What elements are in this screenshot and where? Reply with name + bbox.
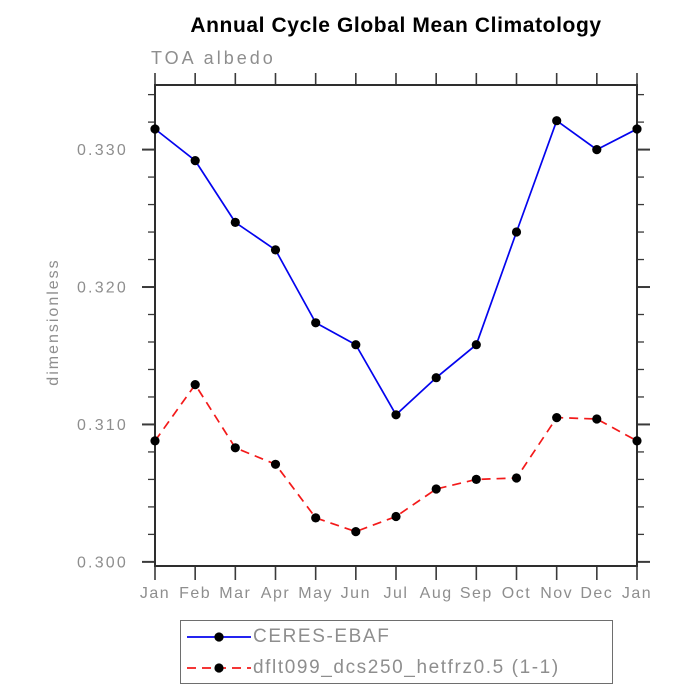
legend-row: dflt099_dcs250_hetfrz0.5 (1-1) xyxy=(187,652,612,683)
x-tick-label: Aug xyxy=(420,585,453,602)
data-point-marker xyxy=(190,156,200,166)
x-tick-label: Mar xyxy=(219,585,251,602)
data-point-marker xyxy=(552,116,562,126)
y-tick-label: 0.310 xyxy=(77,417,128,434)
x-tick-label: Apr xyxy=(261,585,290,602)
chart-title: Annual Cycle Global Mean Climatology xyxy=(190,14,602,37)
data-point-marker xyxy=(270,245,281,255)
data-point-marker xyxy=(431,484,441,494)
data-point-marker xyxy=(150,124,160,134)
x-tick-label: Jul xyxy=(384,585,409,602)
data-point-marker xyxy=(270,459,281,469)
data-point-marker xyxy=(311,513,321,523)
legend-label: dflt099_dcs250_hetfrz0.5 (1-1) xyxy=(253,656,560,678)
data-point-marker xyxy=(511,473,522,483)
y-tick-label: 0.320 xyxy=(77,280,128,297)
series-0-markers xyxy=(150,116,642,420)
x-tick-label: Nov xyxy=(540,585,573,602)
data-point-marker xyxy=(311,318,321,328)
data-point-marker xyxy=(592,414,602,424)
series-1-markers xyxy=(150,380,642,537)
data-point-marker xyxy=(391,511,401,522)
axis-ticks xyxy=(142,73,650,580)
x-tick-label: Jan xyxy=(140,585,170,602)
x-tick-label: May xyxy=(298,585,333,602)
data-point-marker xyxy=(471,474,481,484)
data-point-marker xyxy=(632,124,642,134)
data-point-marker xyxy=(230,443,240,453)
x-tick-label: Oct xyxy=(502,585,531,602)
data-point-marker xyxy=(150,436,160,446)
data-point-marker xyxy=(632,436,642,446)
legend-row: CERES-EBAF xyxy=(187,621,612,652)
data-point-marker xyxy=(391,410,401,420)
legend-line-sample-dashed xyxy=(187,662,251,673)
data-point-marker xyxy=(592,145,602,155)
data-point-marker xyxy=(230,217,240,227)
series-1-line xyxy=(154,383,638,533)
data-point-marker xyxy=(552,413,562,423)
x-tick-label: Dec xyxy=(580,585,613,602)
x-tick-label: Jun xyxy=(341,585,371,602)
x-tick-label: Feb xyxy=(179,585,211,602)
data-point-marker xyxy=(351,340,361,350)
y-tick-label: 0.330 xyxy=(77,142,128,159)
axis-labels: Jan Feb Mar Apr May Jun Jul Aug Sep Oct Nov Dec Jan 0… xyxy=(77,142,652,602)
data-point-marker xyxy=(190,380,200,390)
series-0-line xyxy=(154,119,638,417)
data-point-marker xyxy=(431,373,441,383)
data-point-marker xyxy=(511,227,522,237)
y-axis-title: dimensionless xyxy=(45,258,62,386)
legend-line-sample-solid xyxy=(187,631,251,642)
legend: CERES-EBAF dflt099_dcs250_hetfrz0.5 (1-1… xyxy=(180,620,613,684)
plot-frame xyxy=(154,84,638,567)
data-point-marker xyxy=(351,527,361,537)
data-point-marker xyxy=(471,340,481,350)
x-tick-label: Jan xyxy=(622,585,652,602)
legend-label: CERES-EBAF xyxy=(253,625,391,647)
x-tick-label: Sep xyxy=(460,585,493,602)
chart-subtitle: TOA albedo xyxy=(151,48,276,68)
y-tick-label: 0.300 xyxy=(77,554,128,571)
